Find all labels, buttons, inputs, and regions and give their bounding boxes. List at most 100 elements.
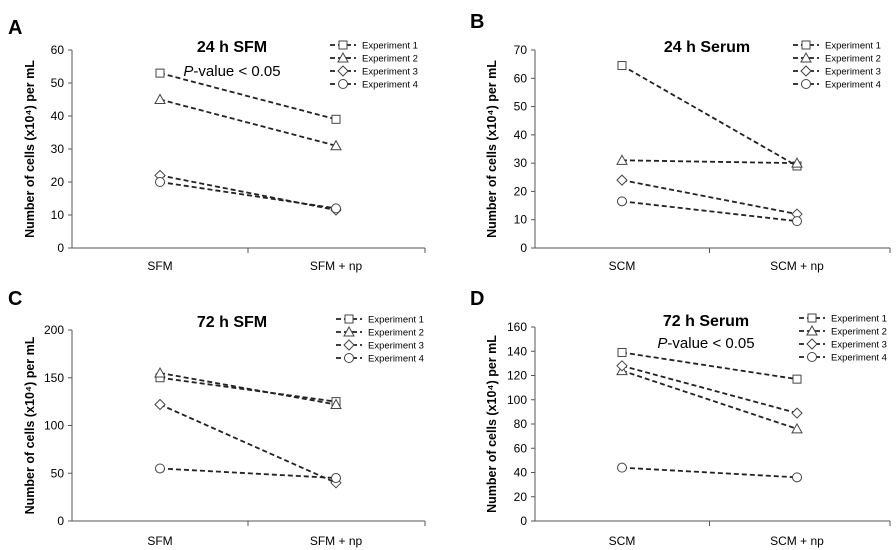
series-2 bbox=[154, 366, 342, 409]
y-tick-label: 10 bbox=[514, 213, 528, 227]
chart-title: 72 h Serum bbox=[663, 313, 749, 330]
y-tick-label: 160 bbox=[507, 320, 527, 334]
data-point bbox=[154, 93, 166, 104]
series-line bbox=[159, 174, 337, 211]
x-tick-label: SCM + np bbox=[770, 534, 824, 548]
legend-label: Experiment 3 bbox=[831, 340, 887, 351]
series-line bbox=[621, 179, 798, 215]
data-point bbox=[155, 177, 165, 187]
legend-marker bbox=[806, 338, 818, 350]
data-point bbox=[331, 203, 341, 214]
panel-letter: C bbox=[8, 288, 22, 310]
y-tick-label: 20 bbox=[51, 175, 65, 189]
data-point bbox=[616, 174, 628, 186]
y-tick-label: 70 bbox=[514, 43, 528, 57]
series-4 bbox=[155, 463, 341, 484]
data-point bbox=[331, 473, 341, 484]
series-3 bbox=[616, 360, 803, 419]
legend-label: Experiment 1 bbox=[825, 41, 881, 52]
series-4 bbox=[155, 177, 341, 214]
series-1 bbox=[617, 347, 802, 384]
y-tick-label: 40 bbox=[514, 466, 528, 480]
series-line bbox=[621, 364, 798, 414]
y-axis-label: Number of cells (x10⁴) per mL bbox=[23, 336, 37, 514]
data-point bbox=[330, 139, 342, 151]
legend-label: Experiment 1 bbox=[368, 315, 424, 326]
legend-marker bbox=[801, 40, 811, 50]
y-tick-label: 60 bbox=[514, 71, 528, 85]
series-4 bbox=[617, 462, 802, 483]
legend: Experiment 1 Experiment 2 Experiment 3 Expe… bbox=[793, 40, 881, 91]
legend-label: Experiment 4 bbox=[362, 80, 418, 91]
series-2 bbox=[154, 93, 342, 151]
series-line bbox=[159, 181, 337, 210]
x-tick-label: SFM bbox=[147, 534, 172, 548]
series-line bbox=[621, 466, 798, 479]
chart-subtitle: P-value < 0.05 bbox=[183, 63, 280, 80]
series-line bbox=[621, 369, 798, 430]
data-point bbox=[791, 407, 803, 419]
series-line bbox=[621, 159, 798, 165]
chart-subtitle: P-value < 0.05 bbox=[657, 335, 754, 352]
panel-letter: A bbox=[8, 17, 22, 39]
series-3 bbox=[154, 398, 342, 489]
legend-label: Experiment 2 bbox=[825, 54, 881, 65]
series-line bbox=[621, 64, 798, 167]
chart-panel-c: C 0 50 100 150 200 SFM SFM + np Number of cells … bbox=[8, 288, 426, 548]
legend: Experiment 1 Experiment 2 Experiment 3 Expe… bbox=[330, 40, 418, 91]
y-tick-label: 0 bbox=[520, 514, 527, 528]
data-point bbox=[155, 68, 165, 78]
y-tick-label: 30 bbox=[51, 142, 65, 156]
legend-marker bbox=[337, 51, 349, 63]
y-tick-label: 120 bbox=[507, 369, 527, 383]
series-line bbox=[621, 351, 798, 381]
y-tick-label: 40 bbox=[51, 109, 65, 123]
y-tick-label: 20 bbox=[514, 490, 528, 504]
y-tick-label: 60 bbox=[51, 43, 65, 57]
panel-letter: B bbox=[470, 11, 484, 33]
series-4 bbox=[617, 196, 802, 227]
series-line bbox=[159, 72, 337, 121]
y-tick-label: 60 bbox=[514, 441, 528, 455]
data-point bbox=[330, 398, 342, 409]
data-point bbox=[154, 366, 166, 378]
data-point bbox=[331, 114, 341, 124]
series-3 bbox=[154, 169, 342, 216]
chart-panel-b: B 0 10 20 30 40 50 60 70 SCM SCM + np Number of cel… bbox=[470, 11, 891, 273]
legend-marker bbox=[337, 65, 349, 77]
y-axis-label: Number of cells (x10⁴) per mL bbox=[485, 60, 499, 238]
y-tick-label: 150 bbox=[44, 371, 64, 385]
legend-marker bbox=[807, 313, 817, 323]
data-point bbox=[617, 196, 627, 207]
series-line bbox=[159, 403, 337, 484]
y-axis-label: Number of cells (x10⁴) per mL bbox=[23, 60, 37, 238]
x-tick-label: SFM + np bbox=[310, 259, 363, 273]
x-tick-label: SCM bbox=[609, 534, 636, 548]
y-tick-label: 0 bbox=[520, 241, 527, 255]
legend-label: Experiment 3 bbox=[825, 67, 881, 78]
data-point bbox=[792, 472, 802, 483]
y-axis-label: Number of cells (x10⁴) per mL bbox=[485, 335, 499, 513]
legend-label: Experiment 3 bbox=[362, 67, 418, 78]
legend-label: Experiment 2 bbox=[362, 54, 418, 65]
y-tick-label: 100 bbox=[44, 419, 64, 433]
chart-title: 24 h SFM bbox=[197, 39, 267, 56]
y-tick-label: 80 bbox=[514, 417, 528, 431]
data-point bbox=[792, 216, 802, 227]
legend-marker bbox=[806, 324, 818, 336]
chart-panel-a: A 0 10 20 30 40 50 60 SFM SFM + np Number of cells… bbox=[8, 17, 426, 273]
data-point bbox=[617, 347, 627, 357]
legend-marker bbox=[807, 352, 817, 362]
series-line bbox=[159, 467, 337, 479]
x-tick-label: SCM bbox=[609, 259, 636, 273]
legend-label: Experiment 3 bbox=[368, 341, 424, 352]
y-tick-label: 50 bbox=[514, 100, 528, 114]
legend-label: Experiment 2 bbox=[831, 327, 887, 338]
y-tick-label: 50 bbox=[51, 466, 65, 480]
y-tick-label: 0 bbox=[57, 514, 64, 528]
y-tick-label: 140 bbox=[507, 344, 527, 358]
legend-marker bbox=[343, 325, 355, 337]
legend-marker bbox=[343, 339, 355, 351]
series-1 bbox=[155, 68, 341, 124]
data-point bbox=[616, 360, 628, 372]
